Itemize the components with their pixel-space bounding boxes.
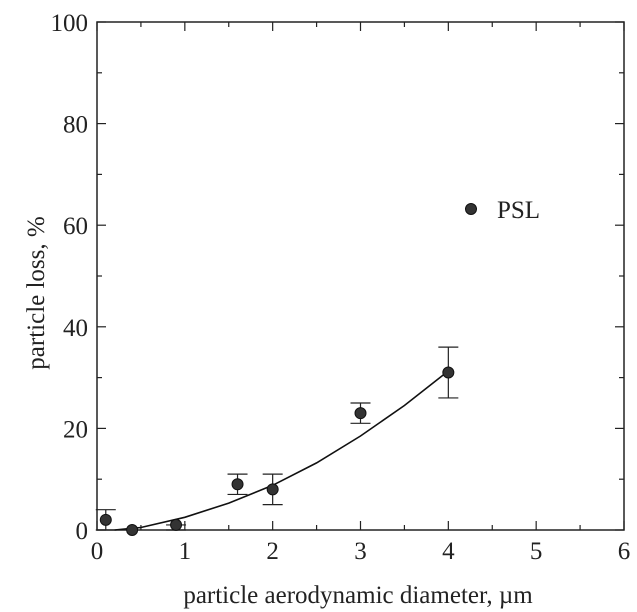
data-point bbox=[354, 407, 367, 420]
y-tick-label: 80 bbox=[63, 112, 88, 139]
legend-label: PSL bbox=[497, 197, 540, 224]
data-point bbox=[170, 518, 183, 531]
data-point bbox=[99, 513, 112, 526]
x-tick-labels: 0 1 2 3 4 5 6 bbox=[91, 538, 631, 565]
legend-marker bbox=[465, 203, 477, 215]
legend: PSL bbox=[465, 197, 540, 224]
y-tick-labels: 0 20 40 60 80 100 bbox=[51, 10, 89, 545]
y-tick-label: 0 bbox=[76, 518, 89, 545]
y-axis-title: particle loss, % bbox=[23, 216, 50, 369]
x-tick-label: 6 bbox=[618, 538, 631, 565]
y-tick-label: 100 bbox=[51, 10, 89, 37]
x-tick-label: 4 bbox=[442, 538, 455, 565]
data-points bbox=[95, 346, 459, 536]
plot-area-border bbox=[96, 21, 625, 531]
x-axis-title: particle aerodynamic diameter, µm bbox=[183, 582, 533, 609]
x-tick-label: 0 bbox=[91, 538, 104, 565]
fit-curve bbox=[114, 370, 449, 531]
x-tick-label: 5 bbox=[530, 538, 543, 565]
y-tick-label: 40 bbox=[63, 315, 88, 342]
data-point bbox=[442, 366, 455, 379]
x-tick-label: 1 bbox=[179, 538, 192, 565]
data-point bbox=[126, 524, 139, 536]
x-tick-label: 2 bbox=[266, 538, 279, 565]
axis-ticks bbox=[96, 21, 625, 531]
y-tick-label: 60 bbox=[63, 213, 88, 240]
plot-frame bbox=[96, 21, 625, 531]
fit-curve-group bbox=[114, 370, 449, 531]
data-point bbox=[266, 483, 279, 496]
data-point bbox=[231, 478, 244, 491]
y-tick-label: 20 bbox=[63, 416, 88, 443]
x-tick-label: 3 bbox=[354, 538, 367, 565]
